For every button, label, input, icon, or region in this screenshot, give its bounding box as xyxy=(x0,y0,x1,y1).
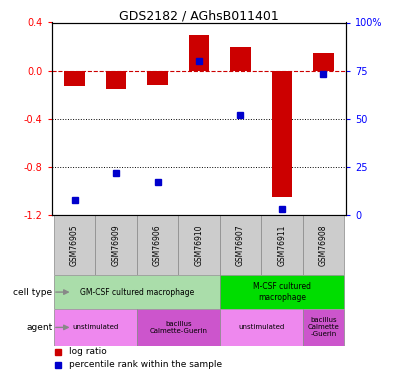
Bar xyxy=(137,215,178,275)
Bar xyxy=(220,309,303,346)
Bar xyxy=(147,70,168,85)
Text: bacillus
Calmette-Guerin: bacillus Calmette-Guerin xyxy=(149,321,207,334)
Bar xyxy=(54,309,137,346)
Text: percentile rank within the sample: percentile rank within the sample xyxy=(69,360,222,369)
Text: M-CSF cultured
macrophage: M-CSF cultured macrophage xyxy=(253,282,311,302)
Bar xyxy=(137,309,220,346)
Text: unstimulated: unstimulated xyxy=(72,324,119,330)
Bar xyxy=(220,215,261,275)
Bar xyxy=(105,70,127,89)
Bar xyxy=(261,215,303,275)
Title: GDS2182 / AGhsB011401: GDS2182 / AGhsB011401 xyxy=(119,9,279,22)
Text: GSM76909: GSM76909 xyxy=(111,224,121,266)
Text: cell type: cell type xyxy=(14,288,53,297)
Text: GSM76905: GSM76905 xyxy=(70,224,79,266)
Text: GSM76906: GSM76906 xyxy=(153,224,162,266)
Bar xyxy=(303,215,344,275)
Bar xyxy=(313,53,334,70)
Bar xyxy=(64,70,85,86)
Text: GSM76907: GSM76907 xyxy=(236,224,245,266)
Text: log ratio: log ratio xyxy=(69,348,107,357)
Bar xyxy=(95,215,137,275)
Bar xyxy=(303,309,344,346)
Text: GM-CSF cultured macrophage: GM-CSF cultured macrophage xyxy=(80,288,194,297)
Text: GSM76910: GSM76910 xyxy=(195,224,203,266)
Bar xyxy=(178,215,220,275)
Text: GSM76908: GSM76908 xyxy=(319,224,328,266)
Bar xyxy=(54,215,95,275)
Bar xyxy=(189,34,209,70)
Bar xyxy=(230,46,251,70)
Text: bacillus
Calmette
-Guerin: bacillus Calmette -Guerin xyxy=(308,317,339,338)
Text: agent: agent xyxy=(26,323,53,332)
Text: unstimulated: unstimulated xyxy=(238,324,284,330)
Bar xyxy=(220,275,344,309)
Bar xyxy=(54,275,220,309)
Bar xyxy=(271,70,293,197)
Text: GSM76911: GSM76911 xyxy=(277,224,287,266)
